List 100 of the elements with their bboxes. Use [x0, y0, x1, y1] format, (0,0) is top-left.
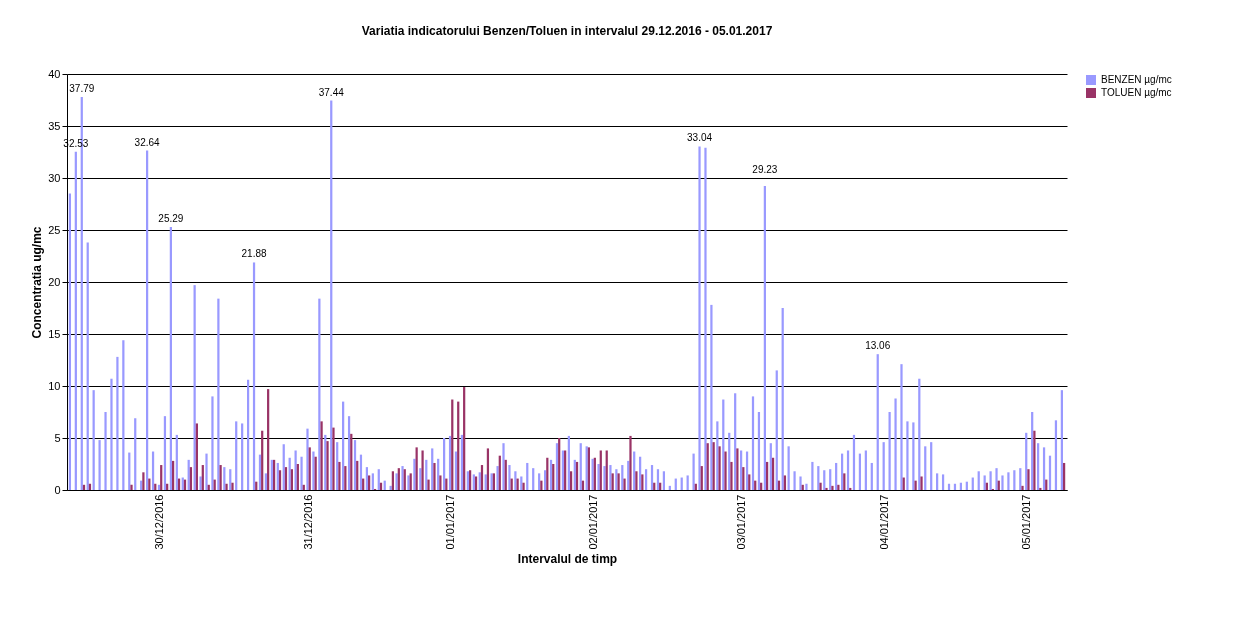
bar: [508, 465, 511, 490]
bar: [710, 304, 713, 490]
bar: [478, 472, 481, 490]
bar: [712, 442, 715, 490]
bar: [611, 473, 614, 490]
bar: [912, 422, 915, 490]
bar: [193, 285, 196, 490]
y-tick-label: 10: [48, 379, 61, 392]
bar: [415, 447, 418, 490]
bar: [395, 473, 398, 490]
x-tick-label: 31/12/2016: [301, 494, 314, 550]
bar: [332, 427, 335, 490]
bar: [1062, 462, 1066, 490]
bar: [223, 467, 226, 490]
bar: [413, 458, 416, 490]
bar: [623, 478, 626, 490]
bar: [876, 354, 879, 490]
bar: [656, 469, 660, 490]
data-label: 29.23: [752, 164, 778, 176]
bar: [300, 456, 303, 490]
data-label: 37.79: [69, 82, 95, 94]
bar: [543, 470, 547, 490]
x-tick-label: 05/01/2017: [1020, 494, 1033, 550]
bar: [318, 298, 321, 490]
bar: [783, 475, 787, 490]
bar: [718, 446, 721, 490]
bar: [276, 462, 279, 490]
bar: [825, 487, 828, 490]
bar: [241, 423, 244, 490]
bar: [567, 435, 570, 490]
bar: [205, 453, 208, 490]
bar: [252, 262, 256, 490]
bar: [199, 476, 202, 490]
bar: [1019, 468, 1022, 490]
bar: [870, 462, 873, 490]
bar: [433, 462, 436, 490]
bar: [1033, 430, 1036, 490]
bar: [104, 412, 107, 490]
bar: [296, 464, 299, 490]
bar: [995, 468, 998, 490]
bar: [522, 482, 525, 490]
bar: [629, 435, 632, 490]
bar: [1027, 469, 1030, 490]
bar: [700, 466, 703, 490]
bar: [605, 450, 608, 490]
bar: [312, 451, 315, 490]
bar: [217, 298, 220, 490]
bar: [74, 151, 77, 490]
bar: [829, 469, 832, 490]
bar: [730, 461, 733, 490]
bar: [823, 470, 826, 490]
bar: [757, 412, 761, 490]
bar: [662, 471, 666, 490]
bar: [350, 433, 353, 490]
bar: [692, 453, 695, 490]
data-label: 25.29: [158, 212, 184, 224]
bar: [538, 473, 541, 490]
bar: [231, 482, 234, 490]
bar: [336, 442, 339, 490]
bar: [443, 438, 446, 490]
data-label: 21.88: [241, 248, 267, 260]
bar: [787, 446, 790, 490]
bar: [98, 440, 101, 490]
bar: [1060, 390, 1063, 490]
bar: [526, 462, 529, 490]
y-tick-label: 40: [48, 67, 61, 80]
y-tick-label: 5: [54, 431, 61, 444]
bar: [86, 242, 89, 490]
bar: [799, 476, 802, 490]
bar: [427, 479, 430, 490]
bar: [122, 340, 125, 490]
bar: [397, 468, 400, 490]
bar: [278, 470, 282, 490]
bar: [419, 468, 422, 490]
bar: [1042, 447, 1046, 490]
bar: [864, 450, 867, 490]
bar: [989, 471, 992, 490]
bar: [819, 482, 822, 490]
bar: [320, 421, 323, 490]
bar: [920, 476, 923, 490]
bar: [716, 421, 719, 490]
bar: [930, 442, 933, 490]
bar: [599, 450, 602, 490]
bar: [635, 471, 638, 490]
bar: [736, 448, 739, 490]
x-tick-label: 02/01/2017: [586, 494, 599, 550]
bar: [211, 396, 214, 490]
bar: [225, 483, 228, 490]
bar: [484, 474, 487, 490]
bar: [142, 472, 145, 490]
bar: [706, 443, 709, 490]
bar: [1013, 470, 1016, 490]
bar: [290, 469, 294, 490]
bar: [520, 476, 523, 490]
bar: [843, 473, 846, 490]
bar: [805, 483, 808, 490]
chart-title: Variatia indicatorului Benzen/Toluen in intervalul 29.12.2016 - 05.01.2017: [361, 24, 773, 38]
bar: [740, 450, 743, 490]
legend-label: TOLUEN µg/mc: [1101, 87, 1172, 98]
bar: [330, 100, 333, 490]
